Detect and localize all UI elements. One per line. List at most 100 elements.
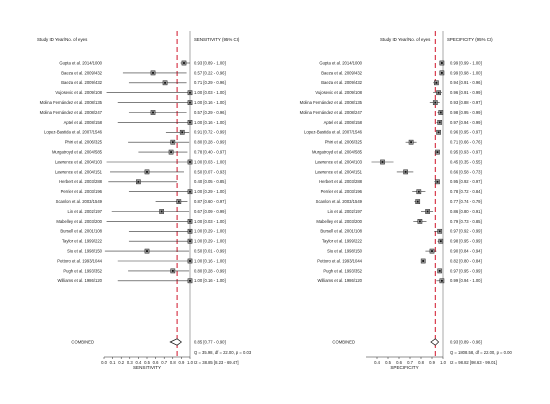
study-ci-text: 0.90 [0.84 - 0.94]: [450, 249, 482, 254]
combined-label: COMBINED: [71, 339, 94, 344]
study-label: Perrier et al. 2003/196: [61, 189, 103, 194]
study-point-center: [189, 279, 191, 282]
x-tick-label: 1.0: [440, 360, 446, 365]
study-ci-text: 0.97 [0.92 - 0.99]: [450, 229, 482, 234]
study-point-center: [431, 250, 433, 252]
study-ci-text: 0.71 [0.66 - 0.76]: [450, 140, 482, 145]
study-ci-text: 0.67 [0.09 - 0.99]: [194, 209, 226, 214]
study-ci-text: 1.00 [0.03 - 1.00]: [194, 219, 226, 224]
combined-label: COMBINED: [332, 339, 355, 344]
study-ci-text: 0.99 [0.94 - 1.00]: [450, 278, 482, 283]
study-point-center: [164, 81, 166, 84]
study-ci-text: 0.78 [0.40 - 0.97]: [194, 150, 226, 155]
study-point-center: [152, 72, 154, 74]
ci-header-label: SENSITIVITY (95% CI): [194, 37, 240, 42]
study-point-center: [189, 91, 191, 94]
study-label: Baeza et al. 2009/432: [321, 70, 362, 75]
study-label: Lopez-Bastida et al. 2007/1546: [304, 130, 363, 135]
study-point-center: [426, 210, 429, 213]
study-label: Herbert et al. 2003/288: [59, 179, 103, 184]
study-point-center: [439, 240, 442, 243]
study-label: Aptel et al. 2008/158: [324, 120, 363, 125]
study-ci-text: 0.91 [0.72 - 0.99]: [194, 130, 226, 135]
study-ci-text: 1.00 [0.16 - 1.00]: [194, 120, 226, 125]
x-tick-label: 0.9: [178, 360, 184, 365]
study-ci-text: 0.71 [0.29 - 0.96]: [194, 80, 226, 85]
study-point-center: [171, 270, 174, 272]
x-tick-label: 0.7: [407, 360, 413, 365]
study-header-label: Study ID Year/No. of eyes: [37, 37, 88, 42]
study-ci-text: 0.97 [0.95 - 0.99]: [450, 268, 482, 273]
study-label: Scanlon et al. 2003/1549: [316, 199, 363, 204]
study-label: Murgatroyd et al. 2004/585: [312, 150, 363, 155]
study-ci-text: 0.96 [0.95 - 0.97]: [450, 130, 482, 135]
study-label: Herbert et al. 2003/288: [319, 179, 363, 184]
x-tick-label: 0.9: [429, 360, 435, 365]
x-tick-label: 0.3: [127, 360, 133, 365]
study-ci-text: 0.57 [0.22 - 0.96]: [194, 70, 226, 75]
study-label: Williams et al. 1986/120: [318, 278, 363, 283]
study-ci-text: 0.66 [0.58 - 0.73]: [450, 169, 482, 174]
study-label: Siu et al. 1998/150: [67, 249, 103, 254]
study-label: Lawrence et al. 2004/151: [55, 169, 103, 174]
study-label: Mabelley et al. 2003/200: [56, 219, 102, 224]
study-label: Baeza et al. 2009/432: [61, 70, 102, 75]
study-ci-text: 0.87 [0.60 - 0.97]: [194, 199, 226, 204]
study-label: Perrier et al. 2003/196: [321, 189, 363, 194]
study-point-center: [441, 279, 443, 282]
study-ci-text: 0.50 [0.01 - 0.99]: [194, 249, 226, 254]
study-point-center: [152, 111, 154, 114]
study-point-center: [146, 250, 148, 252]
study-ci-text: 0.80 [0.28 - 0.99]: [194, 268, 226, 273]
study-point-center: [422, 260, 425, 262]
study-point-center: [441, 62, 443, 64]
study-label: Aptel et al. 2008/158: [64, 120, 103, 125]
study-ci-text: 0.95 [0.93 - 0.97]: [450, 150, 482, 155]
study-ci-text: 0.95 [0.92 - 0.97]: [450, 179, 482, 184]
study-point-center: [436, 151, 439, 153]
study-label: Bursell et al. 2001/108: [60, 229, 102, 234]
combined-ci-text: 0.85 [0.77 - 0.90]: [194, 339, 226, 344]
study-point-center: [181, 131, 184, 134]
study-ci-text: 0.98 [0.95 - 0.99]: [450, 239, 482, 244]
study-ci-text: 1.00 [0.16 - 1.00]: [194, 100, 226, 105]
study-point-center: [189, 240, 191, 243]
x-tick-label: 0.6: [396, 360, 402, 365]
study-ci-text: 0.93 [0.88 - 0.97]: [450, 100, 482, 105]
study-ci-text: 0.93 [0.89 - 1.00]: [194, 60, 226, 65]
study-ci-text: 0.45 [0.35 - 0.55]: [450, 159, 482, 164]
study-ci-text: 0.40 [0.05 - 0.85]: [194, 179, 226, 184]
x-tick-label: 1.0: [187, 360, 193, 365]
x-tick-label: 0.4: [374, 360, 380, 365]
sensitivity-panel: Study ID Year/No. of eyes SENSITIVITY (95…: [37, 31, 252, 370]
study-header-label: Study ID Year/No. of eyes: [380, 37, 431, 42]
study-point-center: [189, 101, 191, 104]
study-label: Molina Fernández et al. 2008/135: [300, 100, 363, 105]
study-point-center: [189, 161, 191, 163]
study-label: Vujosevic et al. 2009/108: [315, 90, 362, 95]
x-tick-label: 0.1: [110, 360, 116, 365]
specificity-panel: Study ID Year/No. of eyes SPECIFICITY (95…: [300, 31, 512, 370]
study-ci-text: 0.98 [0.95 - 0.99]: [450, 110, 482, 115]
study-ci-text: 0.94 [0.91 - 0.96]: [450, 80, 482, 85]
study-ci-text: 0.86 [0.80 - 0.91]: [450, 209, 482, 214]
study-label: Pettoro et al. 1993/1044: [57, 258, 102, 263]
study-ci-text: 0.50 [0.07 - 0.93]: [194, 169, 226, 174]
study-point-center: [441, 72, 443, 74]
study-point-center: [160, 210, 163, 213]
study-label: Williams et al. 1986/120: [58, 278, 103, 283]
study-point-center: [434, 101, 437, 104]
study-label: Lawrence et al. 2004/151: [315, 169, 363, 174]
study-label: Molina Fernández et al. 2008/247: [40, 110, 103, 115]
study-ci-text: 0.99 [0.98 - 1.00]: [450, 70, 482, 75]
study-label: Taylor et al. 1999/222: [322, 239, 363, 244]
study-point-center: [410, 141, 412, 144]
study-ci-text: 1.00 [0.03 - 1.00]: [194, 90, 226, 95]
study-label: Siu et al. 1998/150: [327, 249, 363, 254]
combined-ci-text: 0.93 [0.89 - 0.96]: [450, 339, 482, 344]
study-label: Baeza et al. 2009/432: [321, 80, 362, 85]
study-point-center: [435, 81, 438, 84]
study-label: Pugh et al. 1993/352: [323, 268, 362, 273]
x-tick-label: 0.0: [101, 360, 107, 365]
